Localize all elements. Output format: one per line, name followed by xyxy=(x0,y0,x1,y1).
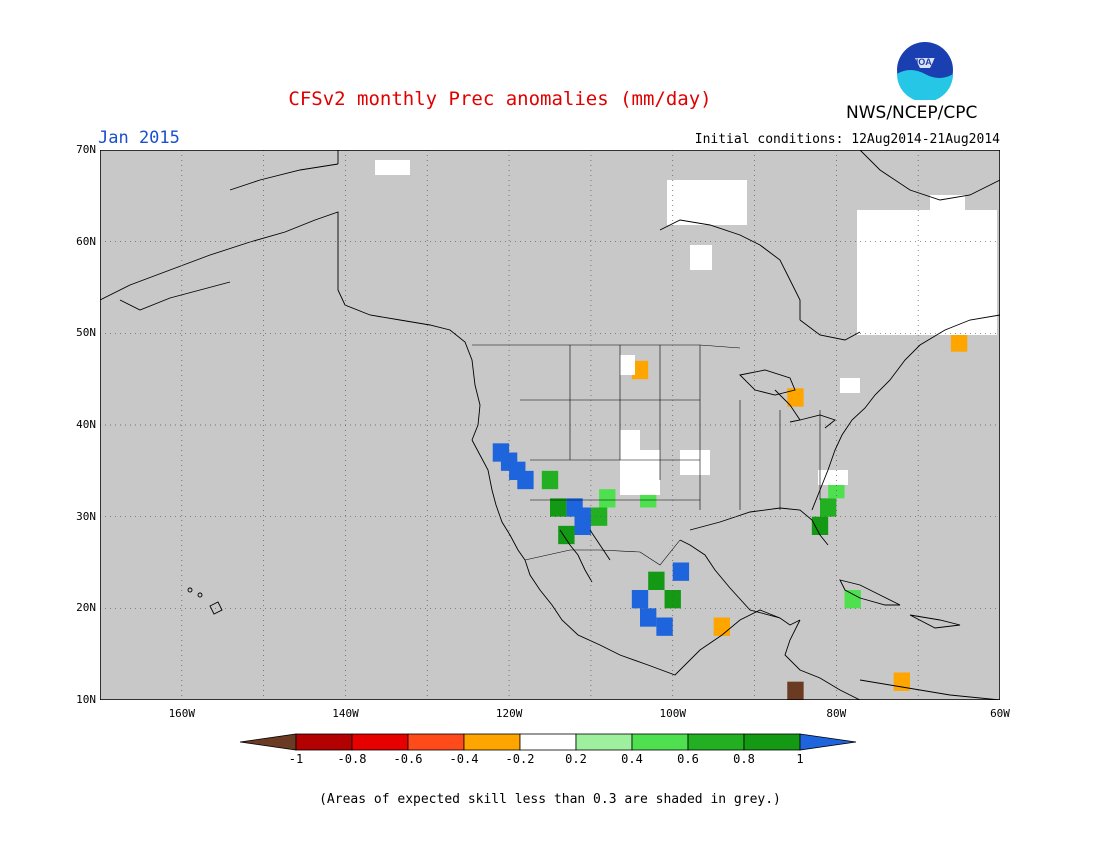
colorbar-segment xyxy=(799,733,857,751)
anomaly-cell xyxy=(648,571,665,590)
colorbar-segment xyxy=(295,733,353,751)
colorbar-tick-label: -0.8 xyxy=(337,752,367,766)
colorbar-tick-label: 0.8 xyxy=(733,752,755,766)
anomaly-cell xyxy=(640,608,657,627)
colorbar-tick-label: -0.2 xyxy=(505,752,535,766)
colorbar-tick-label: -1 xyxy=(288,752,304,766)
chart-title: CFSv2 monthly Prec anomalies (mm/day) xyxy=(288,88,712,110)
anomaly-cell xyxy=(541,470,559,490)
anomaly-cell xyxy=(950,333,968,352)
anomaly-cell xyxy=(550,498,567,517)
lat-tick-label: 20N xyxy=(76,601,96,615)
anomaly-cell xyxy=(787,388,804,407)
anomaly-layer xyxy=(492,305,984,700)
skill-footnote: (Areas of expected skill less than 0.3 a… xyxy=(319,792,781,807)
colorbar-segment xyxy=(240,733,297,751)
anomaly-cell xyxy=(787,681,804,700)
anomaly-cell xyxy=(713,617,730,636)
anomaly-cell xyxy=(844,590,861,609)
colorbar-segment xyxy=(463,733,521,751)
map-panel xyxy=(99,149,1001,701)
anomaly-cell xyxy=(599,489,616,508)
lat-tick-label: 40N xyxy=(76,418,96,431)
colorbar xyxy=(240,733,857,751)
lon-tick-label: 60W xyxy=(990,707,1010,720)
lat-lon-grid xyxy=(100,150,1000,700)
colorbar-segment xyxy=(575,733,633,751)
lat-tick-label: 60N xyxy=(76,234,96,248)
lon-tick-label: 160W xyxy=(168,707,196,720)
svg-text:NOAA: NOAA xyxy=(912,57,939,67)
map-canvas xyxy=(99,149,1001,701)
anomaly-cell xyxy=(656,617,673,636)
colorbar-segment xyxy=(519,733,577,751)
lon-tick-label: 100W xyxy=(659,707,686,720)
lon-tick-label: 80W xyxy=(826,707,847,720)
colorbar-segment xyxy=(631,733,689,751)
anomaly-cell xyxy=(631,590,649,609)
lat-tick-label: 30N xyxy=(76,509,96,523)
colorbar-tick-label: 0.4 xyxy=(621,752,643,766)
anomaly-cell xyxy=(492,443,510,462)
political-borders xyxy=(472,344,821,566)
anomaly-cell xyxy=(558,525,575,545)
noaa-logo-icon: NOAA xyxy=(896,41,954,100)
lat-tick-label: 70N xyxy=(76,143,96,156)
agency-label: NWS/NCEP/CPC xyxy=(846,103,978,123)
anomaly-cell xyxy=(664,590,681,609)
anomaly-cell xyxy=(820,498,837,517)
initial-conditions: Initial conditions: 12Aug2014-21Aug2014 xyxy=(694,132,1000,147)
forecast-month: Jan 2015 xyxy=(98,128,180,148)
anomaly-cell xyxy=(672,562,690,581)
colorbar-tick-label: 0.6 xyxy=(677,752,699,766)
lat-tick-label: 10N xyxy=(76,693,96,706)
anomaly-cell xyxy=(517,470,534,490)
lat-tick-label: 50N xyxy=(76,326,96,340)
coastlines xyxy=(99,149,1001,701)
anomaly-cell xyxy=(811,516,829,535)
colorbar-segment xyxy=(687,733,745,751)
colorbar-tick-label: 1 xyxy=(796,752,804,766)
anomaly-cell xyxy=(574,516,591,535)
colorbar-tick-label: -0.4 xyxy=(449,752,479,766)
colorbar-segment xyxy=(743,733,801,751)
lon-tick-label: 140W xyxy=(332,707,359,720)
neutral-anomaly-layer xyxy=(375,160,997,495)
colorbar-segment xyxy=(351,733,409,751)
colorbar-tick-label: 0.2 xyxy=(565,752,587,766)
anomaly-cell xyxy=(631,360,649,380)
lon-tick-label: 120W xyxy=(495,707,523,720)
anomaly-cell xyxy=(590,507,608,526)
colorbar-tick-label: -0.6 xyxy=(393,752,423,766)
colorbar-segment xyxy=(407,733,465,751)
